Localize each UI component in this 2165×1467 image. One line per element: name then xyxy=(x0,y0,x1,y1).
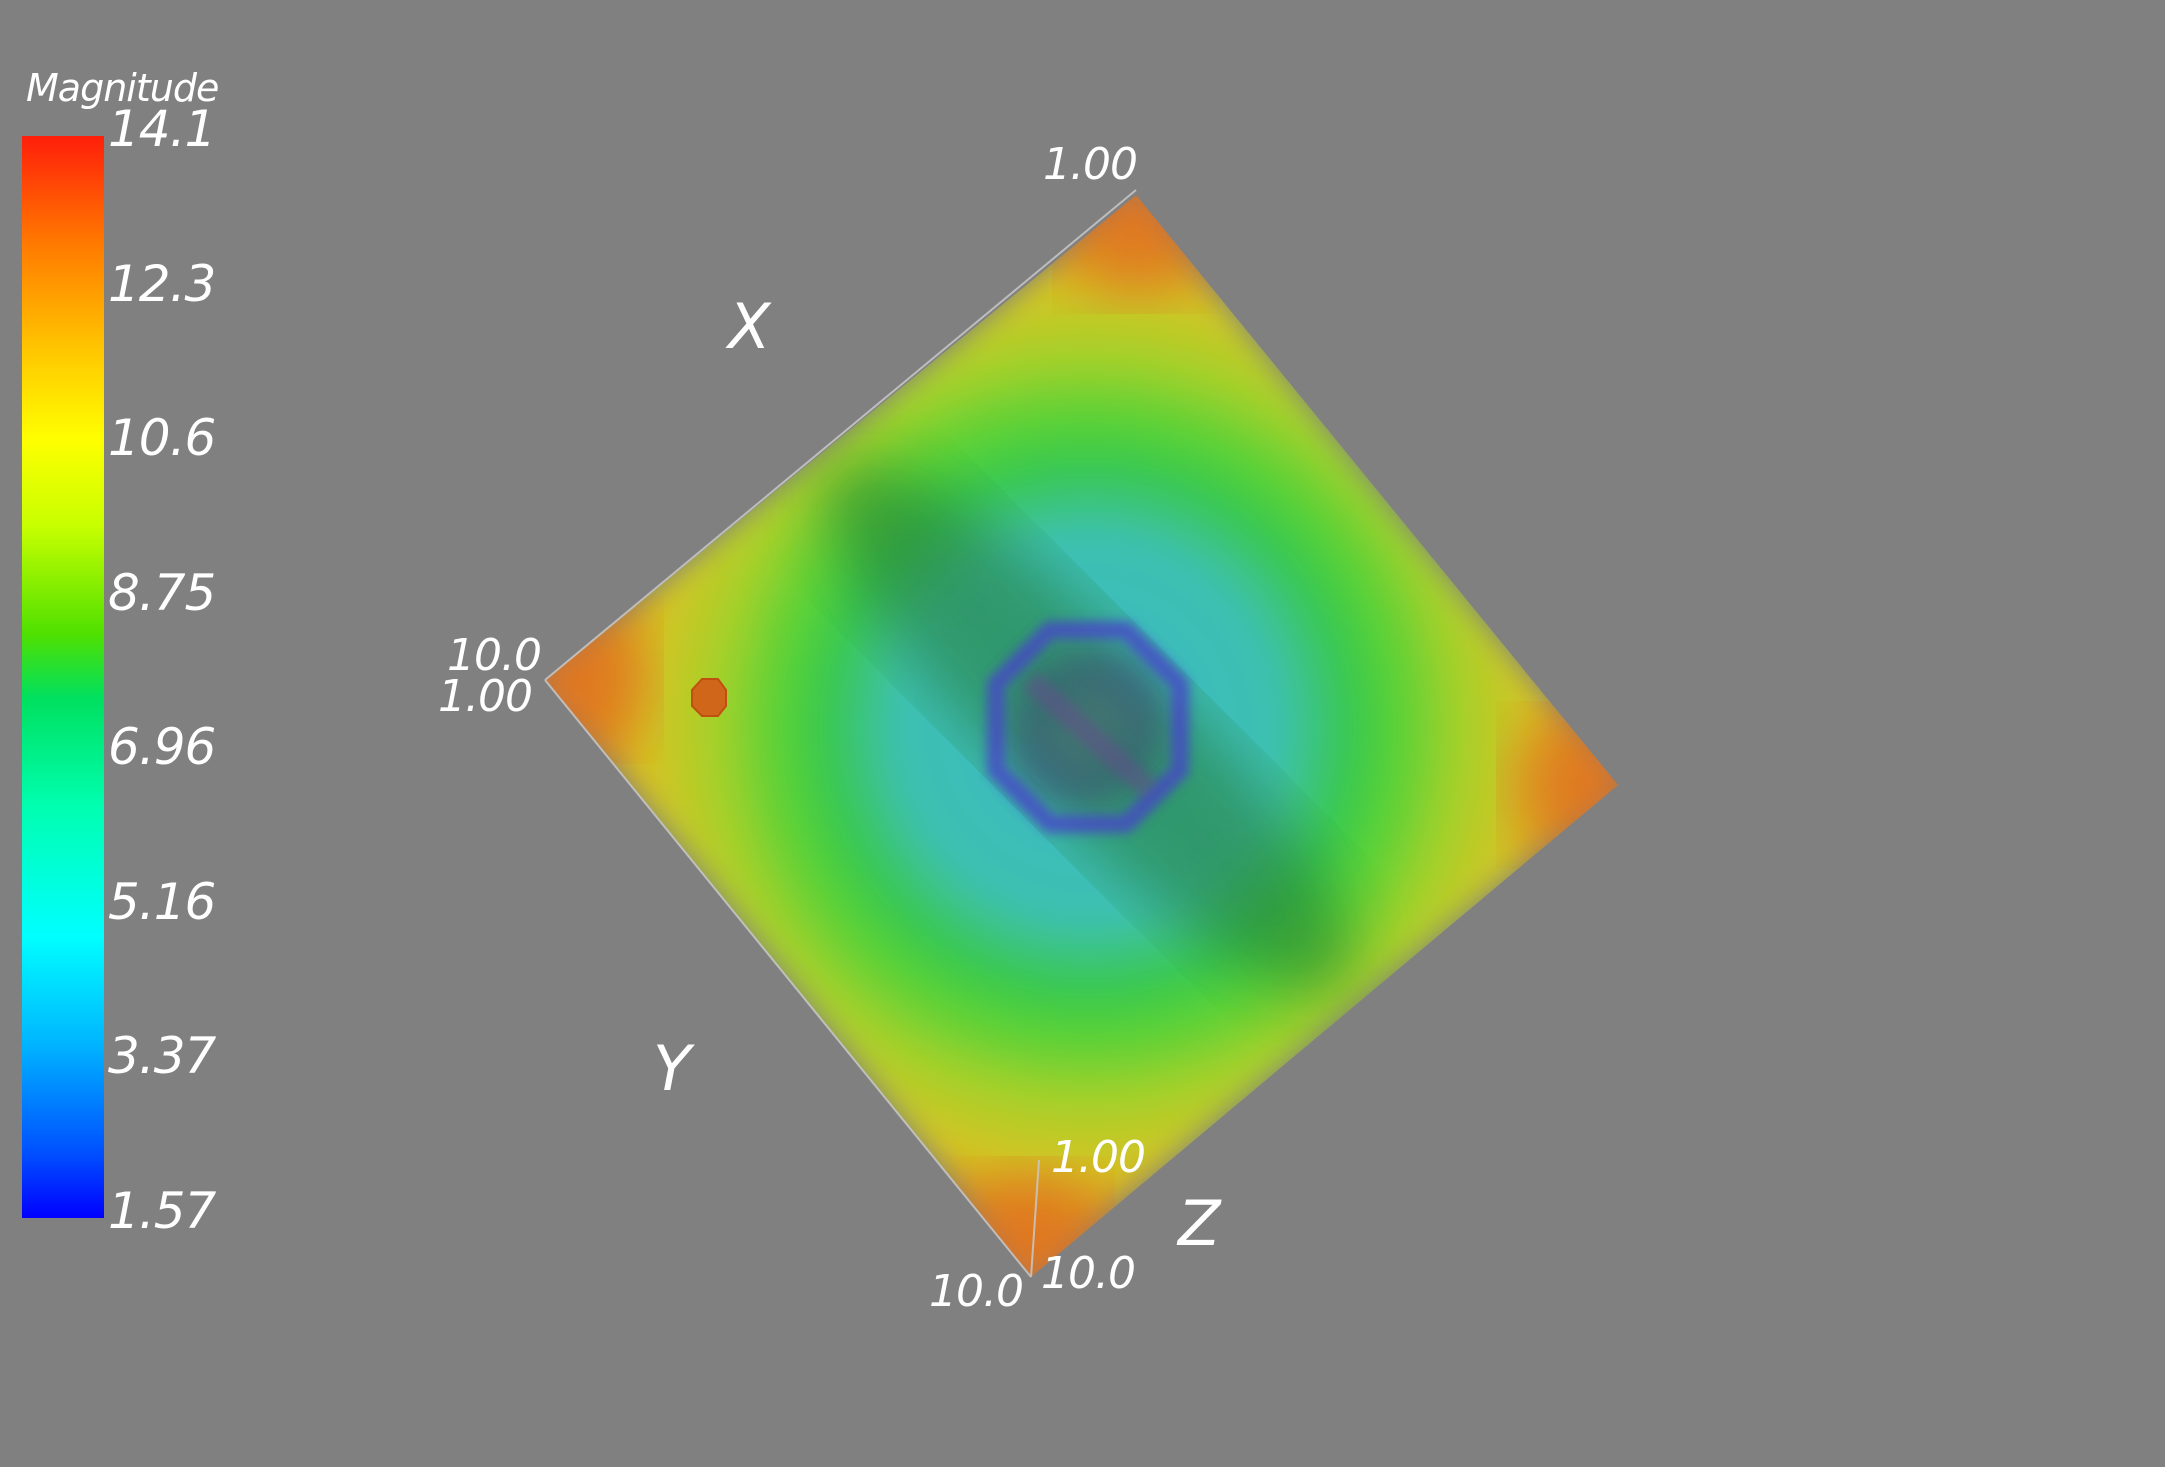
scalar-bar-tick: 14.1 xyxy=(108,100,216,158)
octagon-ring xyxy=(987,621,1189,833)
point-marker xyxy=(691,678,727,717)
scalar-bar-tick: 3.37 xyxy=(108,1027,216,1085)
axis-label-bottom-right: 10.0 xyxy=(1041,1248,1136,1299)
axes-outline xyxy=(544,189,1137,1278)
scalar-bar-title: Magnitude xyxy=(26,66,219,110)
axis-label-left-upper: 10.0 xyxy=(447,630,542,681)
scalar-bar-tick: 6.96 xyxy=(108,718,216,776)
axis-label-top: 1.00 xyxy=(1043,139,1138,190)
scalar-bar-colormap xyxy=(22,136,104,1218)
scalar-bar-tick: 1.57 xyxy=(108,1182,216,1240)
x-axis-title: X xyxy=(728,290,770,363)
y-axis-title: Y xyxy=(653,1032,691,1105)
axis-label-left-lower: 1.00 xyxy=(438,671,533,722)
axis-label-bottom-left: 10.0 xyxy=(929,1266,1024,1317)
scalar-bar-tick: 8.75 xyxy=(108,564,216,622)
scalar-bar-tick: 10.6 xyxy=(108,409,216,467)
center-diagonal xyxy=(1022,671,1158,799)
scalar-bar-tick: 12.3 xyxy=(108,255,216,313)
z-axis-title: Z xyxy=(1178,1187,1220,1260)
scalar-bar-tick: 5.16 xyxy=(108,873,216,931)
z-axis-label-top: 1.00 xyxy=(1051,1132,1146,1183)
